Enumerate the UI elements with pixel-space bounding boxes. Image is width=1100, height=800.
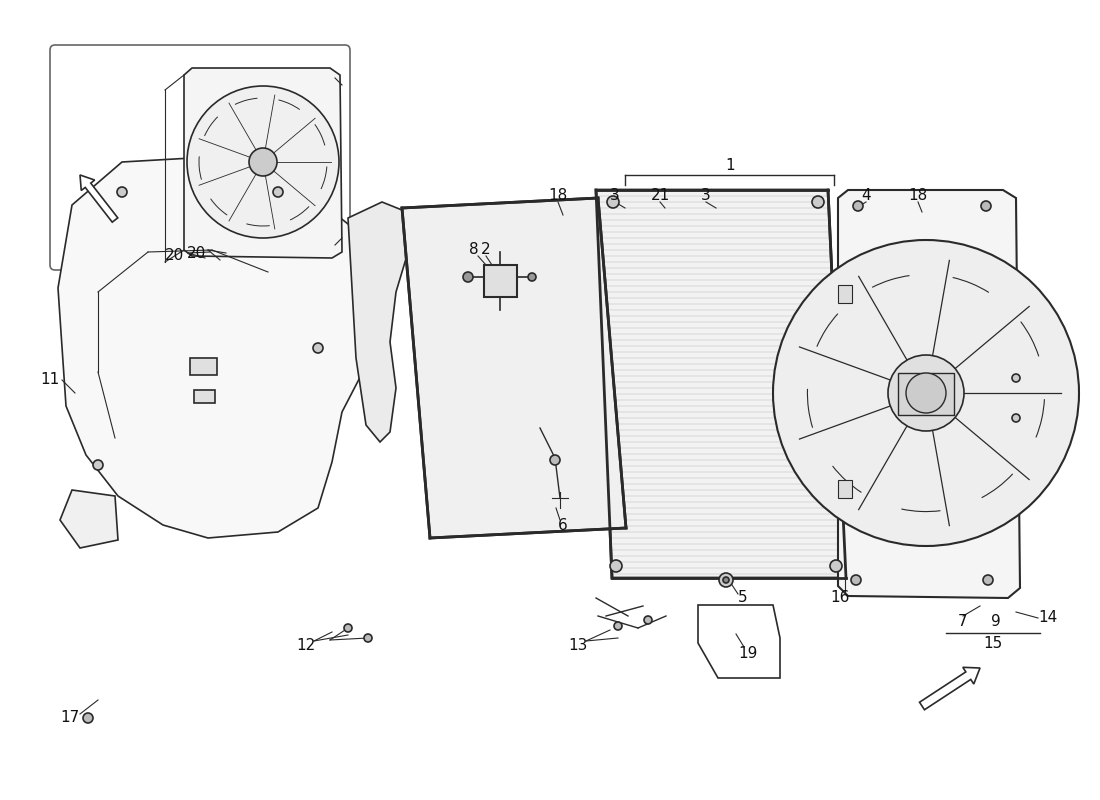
Text: 11: 11 [41, 373, 59, 387]
Bar [838, 285, 853, 303]
Polygon shape [348, 202, 408, 442]
Circle shape [1012, 414, 1020, 422]
Text: 7: 7 [958, 614, 968, 630]
FancyArrow shape [920, 667, 980, 710]
Text: 5: 5 [738, 590, 748, 606]
Circle shape [888, 355, 964, 431]
Text: 15: 15 [983, 637, 1002, 651]
Circle shape [463, 272, 473, 282]
Circle shape [723, 577, 729, 583]
Text: 2: 2 [481, 242, 491, 258]
Circle shape [644, 616, 652, 624]
Text: 3: 3 [701, 189, 711, 203]
Polygon shape [402, 198, 626, 538]
Text: 21: 21 [650, 189, 670, 203]
Text: 14: 14 [1038, 610, 1057, 626]
Text: 3: 3 [610, 189, 620, 203]
Circle shape [607, 196, 619, 208]
Circle shape [812, 196, 824, 208]
Circle shape [344, 624, 352, 632]
Polygon shape [838, 190, 1020, 598]
Bar [484, 265, 517, 297]
Circle shape [82, 713, 94, 723]
Circle shape [550, 455, 560, 465]
Circle shape [719, 573, 733, 587]
Text: 9: 9 [991, 614, 1001, 630]
Bar [838, 480, 853, 498]
Text: 19: 19 [738, 646, 758, 662]
Circle shape [528, 273, 536, 281]
Text: 18: 18 [549, 189, 568, 203]
Circle shape [614, 622, 622, 630]
Circle shape [773, 240, 1079, 546]
Circle shape [1012, 374, 1020, 382]
Circle shape [830, 560, 842, 572]
FancyArrow shape [80, 175, 118, 222]
Polygon shape [58, 158, 376, 538]
Circle shape [983, 575, 993, 585]
Circle shape [610, 560, 621, 572]
Circle shape [851, 575, 861, 585]
Text: 18: 18 [909, 189, 927, 203]
Text: 17: 17 [60, 710, 79, 726]
Text: since: since [769, 385, 851, 451]
Bar [194, 390, 214, 403]
Circle shape [94, 460, 103, 470]
Text: 12: 12 [296, 638, 316, 654]
Text: 4: 4 [861, 189, 871, 203]
Text: 20: 20 [165, 249, 185, 263]
Text: 1: 1 [725, 158, 735, 173]
Circle shape [273, 187, 283, 197]
Text: 1985: 1985 [784, 419, 896, 511]
Text: 20: 20 [186, 246, 206, 262]
FancyBboxPatch shape [50, 45, 350, 270]
Text: 8: 8 [470, 242, 478, 258]
Circle shape [249, 148, 277, 176]
Text: apasdinparts: apasdinparts [664, 270, 916, 450]
Polygon shape [596, 190, 846, 578]
Polygon shape [60, 490, 118, 548]
Circle shape [906, 373, 946, 413]
Bar [190, 358, 217, 375]
Circle shape [364, 634, 372, 642]
Bar [898, 373, 954, 415]
Text: 13: 13 [569, 638, 587, 654]
Circle shape [187, 86, 339, 238]
Circle shape [117, 187, 126, 197]
Circle shape [852, 201, 864, 211]
Text: 16: 16 [830, 590, 849, 606]
Circle shape [981, 201, 991, 211]
Circle shape [314, 343, 323, 353]
Polygon shape [184, 68, 342, 258]
Text: 6: 6 [558, 518, 568, 534]
